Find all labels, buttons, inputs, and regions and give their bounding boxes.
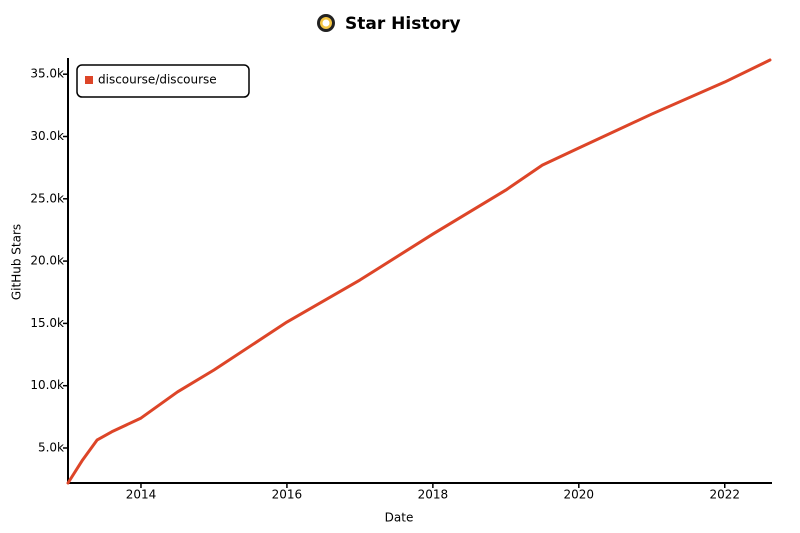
legend-box [76,64,250,98]
legend-swatch [85,76,93,84]
y-tick-label: 15.0k [30,316,64,330]
y-tick-label: 20.0k [30,254,64,268]
logo [317,14,335,32]
x-tick-label: 2018 [418,488,449,502]
x-tick-label: 2016 [272,488,303,502]
y-tick-label: 30.0k [30,129,64,143]
y-tick-label: 35.0k [30,67,64,81]
legend: discourse/discourse [76,64,250,98]
legend-label: discourse/discourse [98,73,217,87]
chart-title: Star History [345,14,461,34]
x-tick-label: 2014 [126,488,157,502]
line-series [66,58,772,485]
axes [67,58,772,484]
y-tick-label: 10.0k [30,378,64,392]
x-tick-label: 2022 [709,488,740,502]
y-axis-label: GitHub Stars [10,224,24,300]
y-tick-label: 25.0k [30,191,64,205]
y-tick-label: 5.0k [38,440,64,454]
x-tick-label: 2020 [564,488,595,502]
x-axis-label: Date [385,511,414,525]
